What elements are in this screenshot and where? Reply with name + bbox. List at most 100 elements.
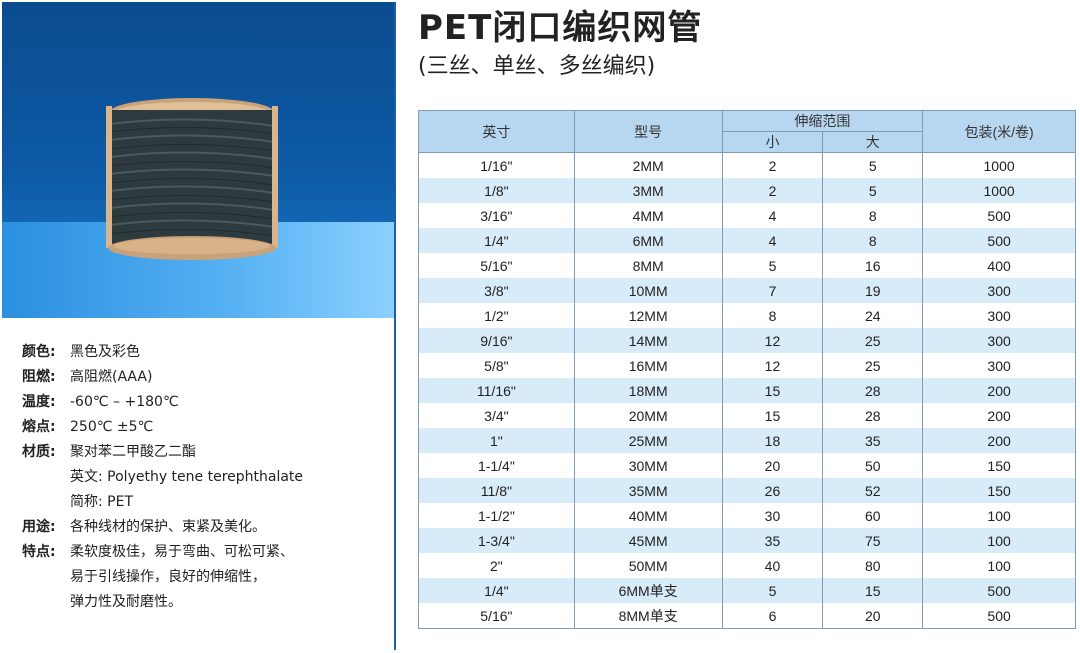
spec-label: 温度: — [22, 394, 56, 410]
table-cell: 300 — [922, 328, 1076, 353]
table-cell: 1-3/4" — [418, 528, 575, 553]
table-cell: 40MM — [573, 503, 723, 528]
table-cell: 150 — [922, 453, 1076, 478]
table-row: 2" 50MM 40 80 100 — [418, 553, 1076, 578]
table-row: 5/16" 8MM 5 16 400 — [418, 253, 1076, 278]
table-cell: 18 — [721, 428, 824, 453]
spec-label: 特点: — [22, 544, 56, 560]
table-row: 1-1/4" 30MM 20 50 150 — [418, 453, 1076, 478]
page-subtitle: (三丝、单丝、多丝编织) — [418, 54, 656, 79]
spec-value: 高阻燃(AAA) — [70, 369, 153, 385]
table-cell: 2 — [721, 178, 824, 203]
spec-value: -60℃ – +180℃ — [70, 394, 179, 410]
table-row: 1/4" 6MM 4 8 500 — [418, 228, 1076, 253]
table-cell: 1000 — [922, 152, 1076, 178]
table-cell: 12 — [721, 353, 824, 378]
table-cell: 2MM — [573, 152, 723, 178]
spec-list: 颜色: 黑色及彩色 阻燃: 高阻燃(AAA) 温度: -60℃ – +180℃ … — [22, 340, 382, 615]
table-cell: 8 — [822, 228, 924, 253]
spec-value: 弹力性及耐磨性。 — [70, 594, 182, 610]
table-cell: 8 — [822, 203, 924, 228]
table-cell: 8 — [721, 303, 824, 328]
table-cell: 15 — [721, 378, 824, 403]
spec-value: 聚对苯二甲酸乙二酯 — [70, 444, 196, 460]
table-cell: 25 — [822, 353, 924, 378]
table-row: 1-1/2" 40MM 30 60 100 — [418, 503, 1076, 528]
table-cell: 2 — [721, 152, 824, 178]
table-row: 5/16" 8MM单支 6 20 500 — [418, 603, 1076, 629]
table-cell: 50MM — [573, 553, 723, 578]
table-cell: 200 — [922, 403, 1076, 428]
table-cell: 18MM — [573, 378, 723, 403]
table-cell: 5 — [822, 178, 924, 203]
table-cell: 1000 — [922, 178, 1076, 203]
spec-label: 颜色: — [22, 344, 56, 360]
header-size: 英寸 — [418, 110, 575, 153]
table-cell: 12 — [721, 328, 824, 353]
table-cell: 4 — [721, 228, 824, 253]
table-cell: 150 — [922, 478, 1076, 503]
table-cell: 28 — [822, 403, 924, 428]
table-cell: 100 — [922, 503, 1076, 528]
table-cell: 1/8" — [418, 178, 575, 203]
table-cell: 30MM — [573, 453, 723, 478]
table-cell: 5/16" — [418, 603, 575, 629]
table-cell: 5/8" — [418, 353, 575, 378]
table-cell: 35 — [822, 428, 924, 453]
header-model: 型号 — [573, 110, 723, 153]
table-cell: 25 — [822, 328, 924, 353]
table-row: 1-3/4" 45MM 35 75 100 — [418, 528, 1076, 553]
spec-value: 简称: PET — [70, 494, 134, 510]
table-cell: 20MM — [573, 403, 723, 428]
table-cell: 3/8" — [418, 278, 575, 303]
table-cell: 52 — [822, 478, 924, 503]
table-cell: 25MM — [573, 428, 723, 453]
table-cell: 1-1/4" — [418, 453, 575, 478]
table-cell: 80 — [822, 553, 924, 578]
table-cell: 200 — [922, 428, 1076, 453]
table-cell: 300 — [922, 303, 1076, 328]
spec-material-short: 简称: PET — [22, 490, 382, 515]
table-cell: 35 — [721, 528, 824, 553]
table-row: 1/16" 2MM 2 5 1000 — [418, 152, 1076, 178]
table-cell: 40 — [721, 553, 824, 578]
table-cell: 6 — [721, 603, 824, 629]
table-cell: 28 — [822, 378, 924, 403]
table-cell: 500 — [922, 578, 1076, 603]
header-large: 大 — [822, 131, 924, 153]
table-row: 3/4" 20MM 15 28 200 — [418, 403, 1076, 428]
table-row: 1/2" 12MM 8 24 300 — [418, 303, 1076, 328]
table-cell: 30 — [721, 503, 824, 528]
table-cell: 300 — [922, 278, 1076, 303]
table-cell: 1-1/2" — [418, 503, 575, 528]
table-cell: 50 — [822, 453, 924, 478]
spec-value: 柔软度极佳，易于弯曲、可松可紧、 — [70, 544, 294, 560]
table-cell: 8MM单支 — [573, 603, 723, 629]
spec-label: 用途: — [22, 519, 56, 535]
spec-usage: 用途: 各种线材的保护、束紧及美化。 — [22, 515, 382, 540]
header-small: 小 — [721, 131, 824, 153]
table-cell: 7 — [721, 278, 824, 303]
table-row: 9/16" 14MM 12 25 300 — [418, 328, 1076, 353]
table-cell: 100 — [922, 528, 1076, 553]
table-cell: 3/16" — [418, 203, 575, 228]
spec-color: 颜色: 黑色及彩色 — [22, 340, 382, 365]
table-cell: 15 — [721, 403, 824, 428]
table-cell: 200 — [922, 378, 1076, 403]
spec-temperature: 温度: -60℃ – +180℃ — [22, 390, 382, 415]
table-cell: 1/4" — [418, 578, 575, 603]
table-cell: 4MM — [573, 203, 723, 228]
spec-label: 材质: — [22, 444, 56, 460]
table-cell: 11/16" — [418, 378, 575, 403]
table-cell: 20 — [721, 453, 824, 478]
table-row: 3/8" 10MM 7 19 300 — [418, 278, 1076, 303]
table-cell: 10MM — [573, 278, 723, 303]
table-cell: 15 — [822, 578, 924, 603]
spec-material: 材质: 聚对苯二甲酸乙二酯 — [22, 440, 382, 465]
spec-features-line: 易于引线操作，良好的伸缩性， — [22, 565, 382, 590]
table-cell: 6MM单支 — [573, 578, 723, 603]
table-cell: 5 — [721, 578, 824, 603]
spec-material-english: 英文: Polyethy tene terephthalate — [22, 465, 382, 490]
table-cell: 60 — [822, 503, 924, 528]
table-cell: 35MM — [573, 478, 723, 503]
